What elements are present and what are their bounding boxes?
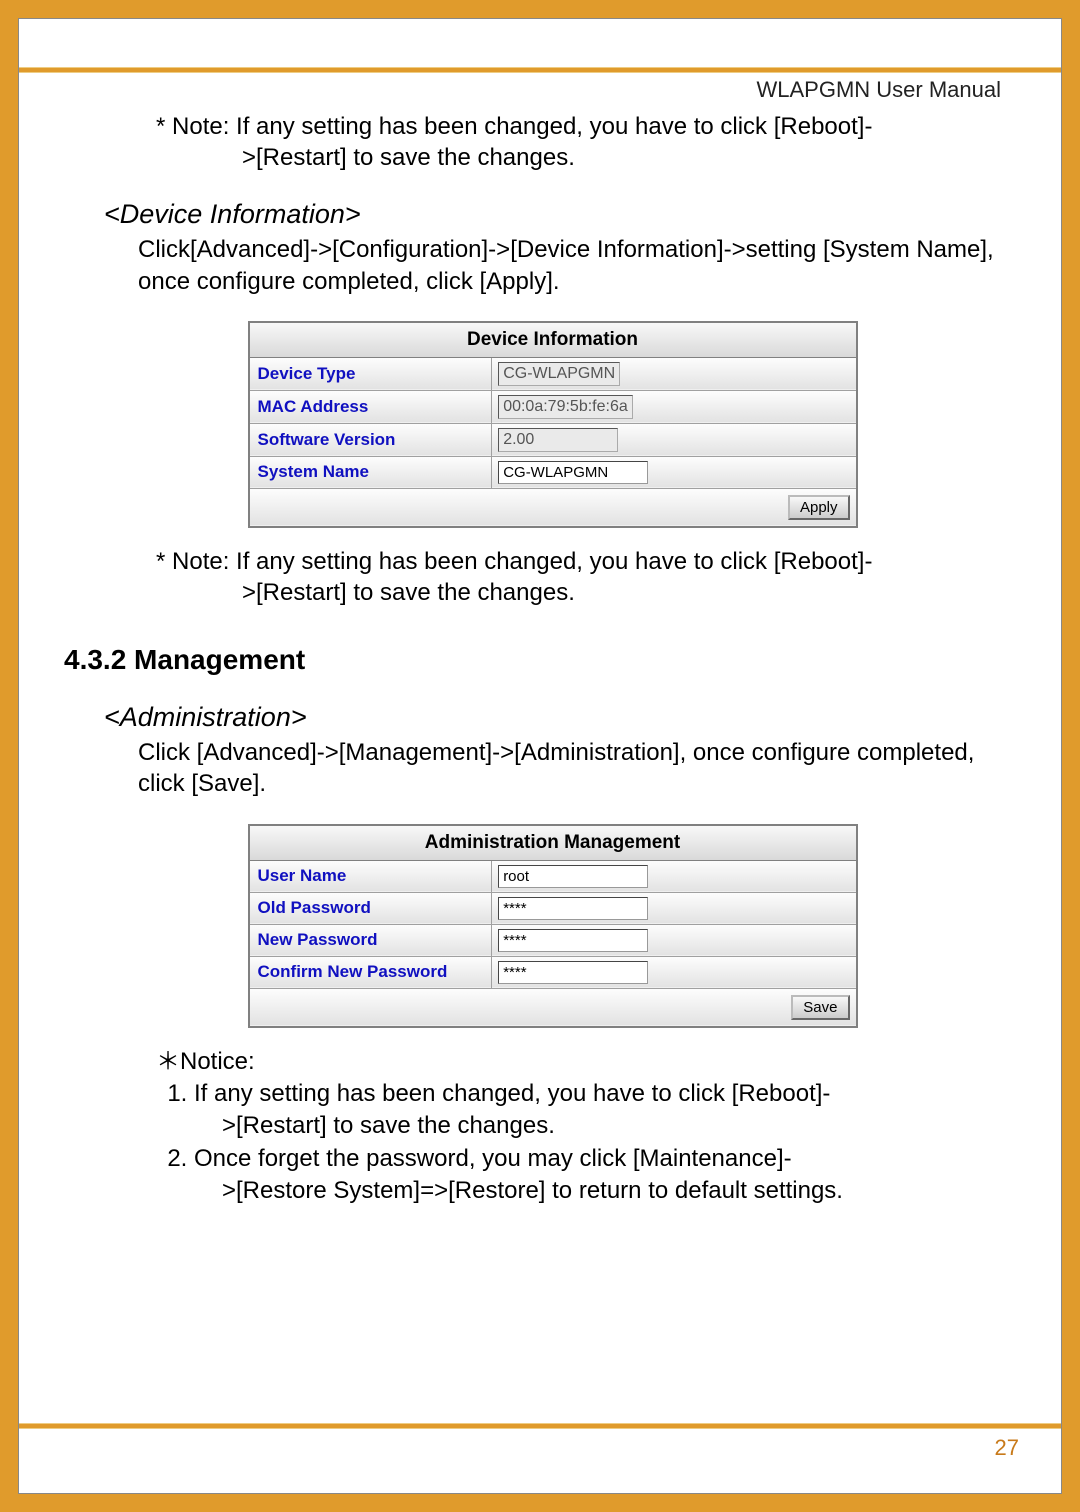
notice-item-2b: >[Restore System]=>[Restore] to return t… (222, 1175, 1001, 1207)
row-device-type-value: CG-WLAPGMN (492, 357, 857, 390)
row-device-type-label: Device Type (249, 357, 492, 390)
confirm-password-input[interactable] (498, 961, 648, 984)
manual-page: WLAPGMN User Manual * Note: If any setti… (18, 18, 1062, 1494)
row-username-value (492, 860, 857, 892)
notice-item-2: Once forget the password, you may click … (194, 1143, 1001, 1208)
admin-title: <Administration> (104, 702, 1001, 733)
device-info-table-title: Device Information (249, 322, 857, 358)
mac-readonly: 00:0a:79:5b:fe:6a (498, 395, 633, 419)
save-button[interactable]: Save (791, 995, 849, 1020)
notice-item-2a: Once forget the password, you may click … (194, 1145, 792, 1172)
row-confpw-label: Confirm New Password (249, 956, 492, 988)
heading-management: 4.3.2 Management (64, 644, 1001, 676)
notice-item-1b: >[Restart] to save the changes. (222, 1110, 1001, 1142)
row-oldpw-value (492, 892, 857, 924)
admin-body: Click [Advanced]->[Management]->[Adminis… (138, 737, 1001, 799)
row-confpw-value (492, 956, 857, 988)
row-username-label: User Name (249, 860, 492, 892)
page-number: 27 (995, 1435, 1019, 1461)
notice-head: ＊Notice: (156, 1046, 1001, 1078)
old-password-input[interactable] (498, 897, 648, 920)
row-newpw-value (492, 924, 857, 956)
new-password-input[interactable] (498, 929, 648, 952)
system-name-input[interactable] (498, 461, 648, 484)
apply-button[interactable]: Apply (788, 495, 850, 520)
row-newpw-label: New Password (249, 924, 492, 956)
row-swver-value: 2.00 (492, 423, 857, 456)
device-info-body: Click[Advanced]->[Configuration]->[Devic… (138, 234, 1001, 296)
admin-table-title: Administration Management (249, 825, 857, 861)
content-area: * Note: If any setting has been changed,… (104, 111, 1001, 1207)
note-1-line1: * Note: If any setting has been changed,… (156, 113, 872, 140)
header-rule (19, 67, 1061, 73)
row-sysname-label: System Name (249, 456, 492, 488)
device-info-table: Device Information Device Type CG-WLAPGM… (248, 321, 858, 528)
row-mac-value: 00:0a:79:5b:fe:6a (492, 390, 857, 423)
admin-button-row: Save (249, 988, 857, 1027)
header-title: WLAPGMN User Manual (756, 77, 1001, 103)
footer-rule (19, 1423, 1061, 1429)
admin-table: Administration Management User Name Old … (248, 824, 858, 1028)
device-info-button-row: Apply (249, 488, 857, 527)
swver-readonly: 2.00 (498, 428, 618, 452)
row-mac-label: MAC Address (249, 390, 492, 423)
note-2-line2: >[Restart] to save the changes. (242, 577, 1001, 608)
note-2-line1: * Note: If any setting has been changed,… (156, 548, 872, 575)
row-swver-label: Software Version (249, 423, 492, 456)
note-1: * Note: If any setting has been changed,… (156, 111, 1001, 173)
notice-item-1a: If any setting has been changed, you hav… (194, 1080, 830, 1107)
device-type-readonly: CG-WLAPGMN (498, 362, 620, 386)
note-1-line2: >[Restart] to save the changes. (242, 142, 1001, 173)
notice-block: ＊Notice: If any setting has been changed… (156, 1046, 1001, 1208)
row-sysname-value (492, 456, 857, 488)
row-oldpw-label: Old Password (249, 892, 492, 924)
username-input[interactable] (498, 865, 648, 888)
device-info-title: <Device Information> (104, 199, 1001, 230)
notice-item-1: If any setting has been changed, you hav… (194, 1078, 1001, 1143)
note-2: * Note: If any setting has been changed,… (156, 546, 1001, 608)
